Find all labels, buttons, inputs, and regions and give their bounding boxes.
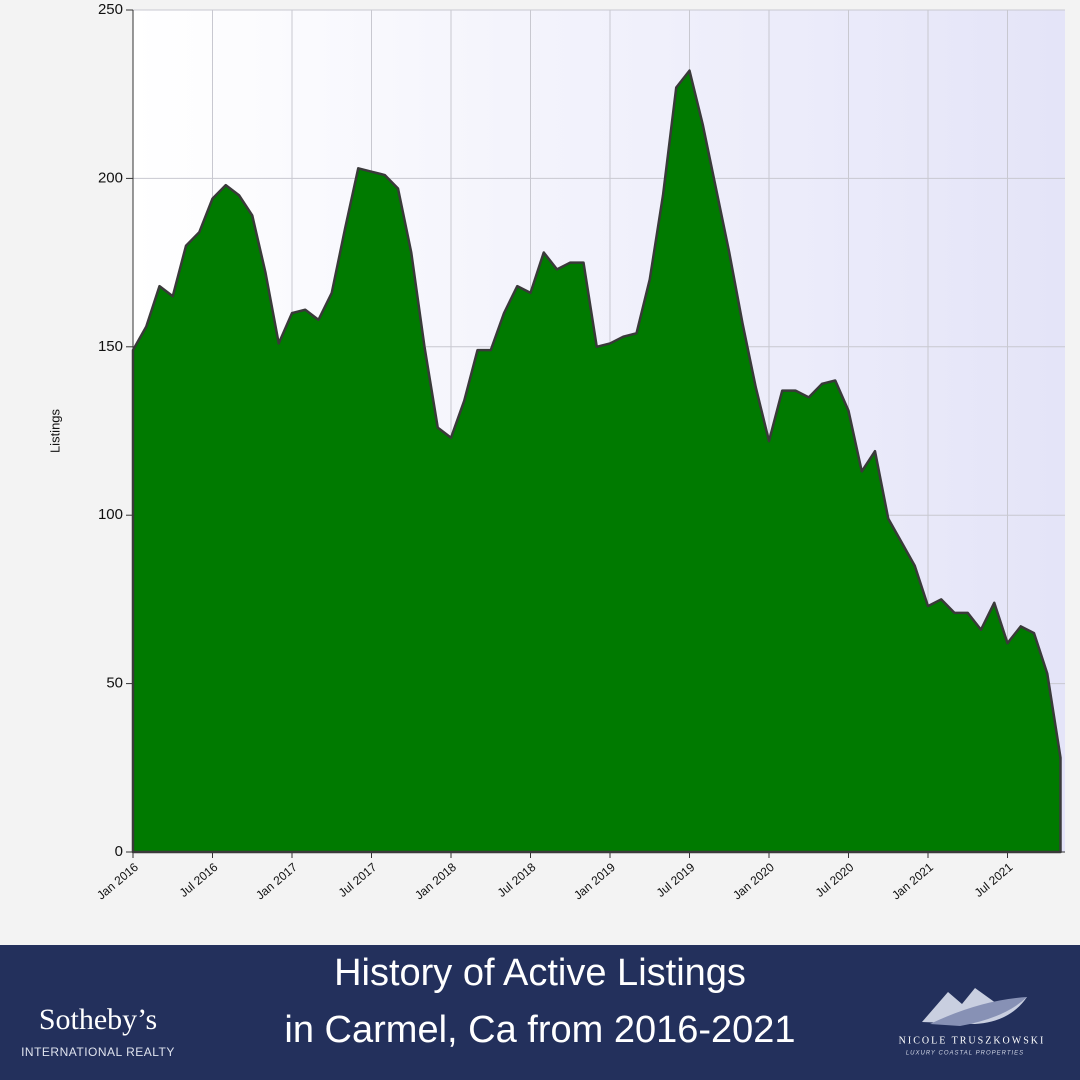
y-tick-label: 50 — [106, 675, 123, 692]
y-tick-label: 100 — [98, 506, 123, 523]
y-tick-label: 250 — [98, 1, 123, 18]
footer-title: History of Active Listings — [334, 952, 746, 994]
brand-left-sub: INTERNATIONAL REALTY — [21, 1045, 175, 1059]
brand-right-name: NICOLE TRUSZKOWSKI — [899, 1035, 1046, 1046]
footer-banner — [0, 945, 1080, 1080]
brand-logo — [922, 988, 1027, 1026]
y-tick-label: 0 — [115, 843, 123, 860]
area — [131, 69, 1062, 854]
y-tick-label: 200 — [98, 169, 123, 186]
brand-left-name: Sotheby’s — [39, 1003, 157, 1036]
y-axis-label: Listings — [47, 408, 62, 453]
brand-right-sub: LUXURY COASTAL PROPERTIES — [906, 1051, 1024, 1057]
footer-title: in Carmel, Ca from 2016-2021 — [284, 1009, 795, 1051]
y-tick-label: 150 — [98, 338, 123, 355]
